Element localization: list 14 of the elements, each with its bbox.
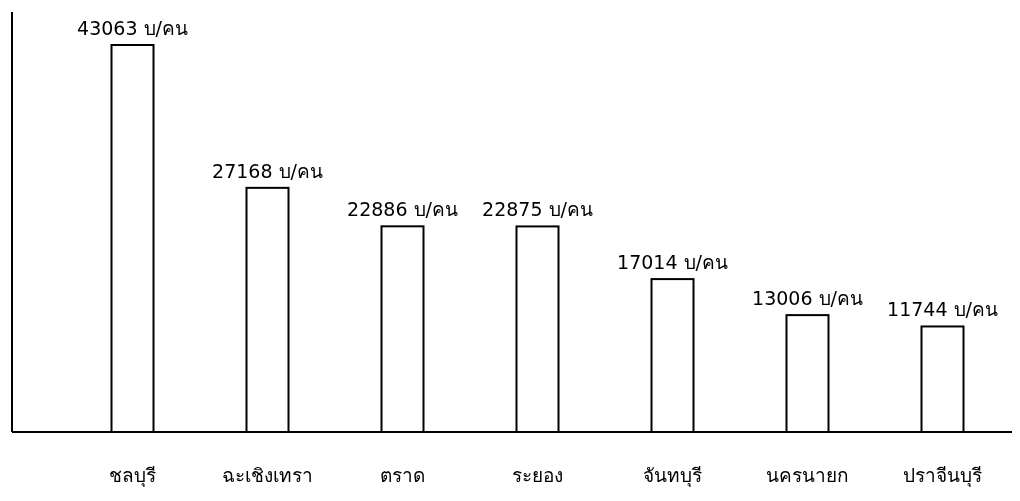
x-tick-label: ปราจีนบุรี	[903, 464, 982, 488]
data-label: 22875 บ/คน	[482, 198, 593, 221]
x-tick-label: ระยอง	[512, 464, 563, 486]
data-label: 22886 บ/คน	[347, 198, 458, 221]
x-tick-label: จันทบุรี	[643, 464, 702, 488]
data-label: 13006 บ/คน	[752, 287, 863, 310]
x-tick-label: ชลบุรี	[109, 464, 156, 488]
data-label: 17014 บ/คน	[617, 251, 728, 274]
x-tick-label: ฉะเชิงเทรา	[222, 464, 313, 486]
x-tick-label: นครนายก	[766, 464, 849, 486]
x-tick-label: ตราด	[380, 464, 425, 486]
data-label: 11744 บ/คน	[887, 298, 998, 321]
data-label: 27168 บ/คน	[212, 159, 323, 182]
data-label: 43063 บ/คน	[77, 17, 188, 39]
